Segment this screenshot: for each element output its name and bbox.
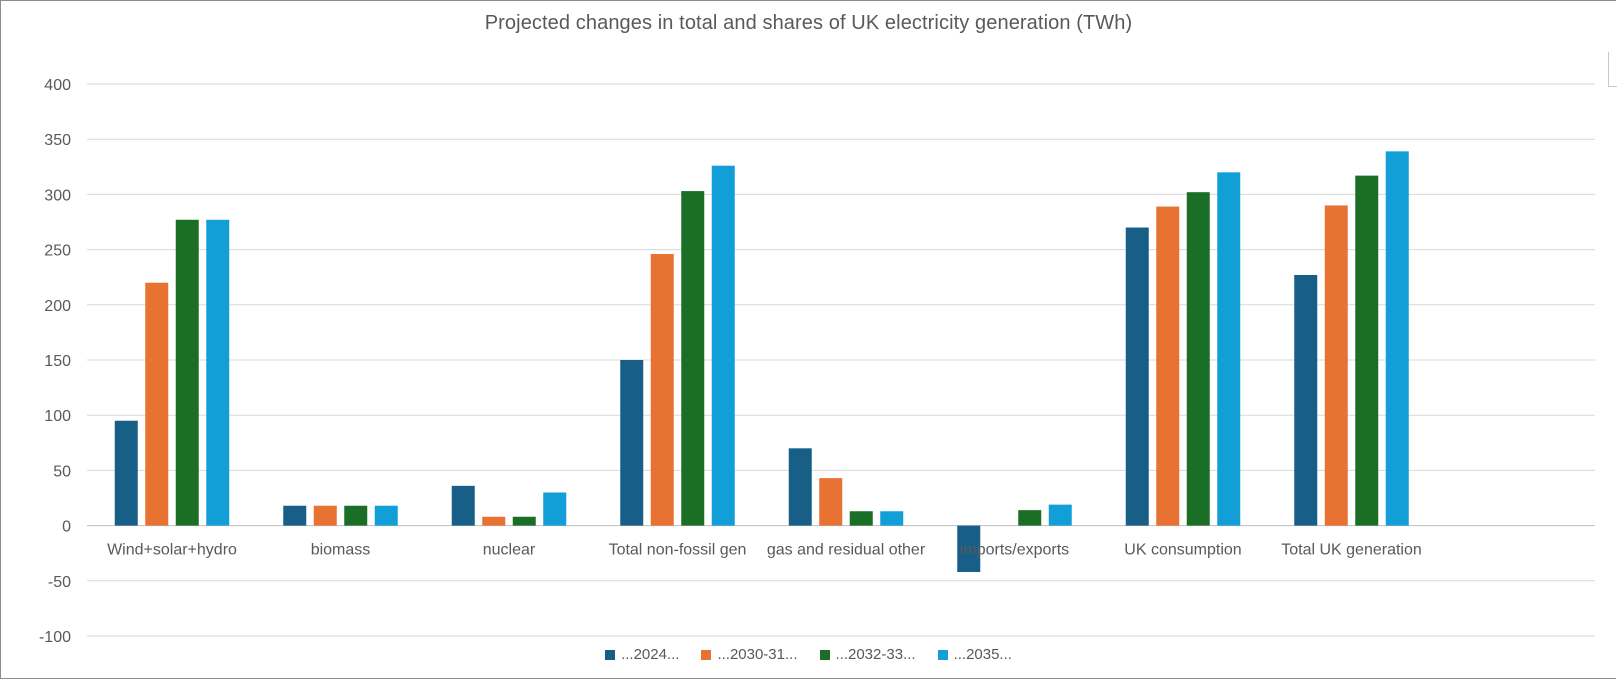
bar-2 (145, 282, 169, 526)
y-tick-label: 0 (62, 519, 71, 536)
x-category-label: Total non-fossil gen (609, 542, 747, 559)
y-tick-label: -50 (48, 574, 71, 591)
y-tick-label: 100 (44, 408, 71, 425)
bar-1 (957, 525, 981, 572)
y-tick-label: 50 (53, 463, 71, 480)
bar-2 (482, 516, 506, 526)
y-tick-label: 400 (44, 77, 71, 94)
bar-3 (1355, 175, 1379, 526)
bar-1 (1294, 274, 1318, 526)
bar-3 (512, 516, 536, 526)
bar-1 (1125, 227, 1149, 526)
y-tick-label: -100 (39, 629, 71, 646)
x-category-label: Total UK generation (1281, 542, 1422, 559)
bar-2 (650, 254, 674, 526)
bar-3 (849, 511, 873, 526)
x-category-label: biomass (311, 542, 371, 559)
bar-4 (880, 511, 904, 526)
bar-3 (681, 191, 705, 526)
legend-item: ...2032-33... (819, 646, 916, 663)
y-tick-label: 150 (44, 353, 71, 370)
legend-item: ...2030-31... (701, 646, 798, 663)
x-category-label: gas and residual other (767, 542, 926, 559)
legend-label: ...2035... (953, 646, 1012, 663)
y-tick-label: 350 (44, 132, 71, 149)
bar-4 (206, 219, 230, 526)
bar-3 (1186, 192, 1210, 526)
y-tick-label: 250 (44, 243, 71, 260)
legend-swatch (605, 649, 616, 660)
legend-item: ...2035... (937, 646, 1012, 663)
bar-1 (283, 505, 307, 526)
bar-4 (1385, 151, 1409, 526)
bar-3 (344, 505, 368, 526)
bar-1 (620, 360, 644, 526)
bar-3 (1018, 510, 1042, 526)
bar-3 (175, 219, 199, 526)
chart-legend: ...2024... ...2030-31... ...2032-33... ...2… (0, 646, 1617, 663)
bar-2 (1156, 206, 1180, 526)
bar-4 (543, 492, 567, 526)
legend-swatch (819, 649, 830, 660)
legend-item: ...2024... (605, 646, 679, 663)
bar-1 (114, 420, 138, 526)
bar-4 (711, 165, 735, 526)
legend-swatch (937, 649, 948, 660)
legend-label: ...2030-31... (717, 646, 798, 663)
bar-4 (1217, 172, 1241, 526)
bar-1 (451, 485, 475, 526)
bar-4 (1048, 504, 1072, 526)
legend-swatch (701, 649, 712, 660)
bar-2 (819, 478, 843, 526)
bar-2 (1324, 205, 1348, 526)
legend-label: ...2032-33... (835, 646, 916, 663)
bar-2 (313, 505, 337, 526)
bar-1 (788, 448, 812, 526)
resize-handle[interactable] (1608, 52, 1617, 87)
x-category-label: UK consumption (1124, 542, 1241, 559)
y-tick-label: 300 (44, 187, 71, 204)
bar-4 (374, 505, 398, 526)
x-category-label: imports/exports (960, 542, 1069, 559)
x-category-label: Wind+solar+hydro (107, 542, 237, 559)
chart-title: Projected changes in total and shares of… (484, 12, 1133, 34)
x-category-label: nuclear (483, 542, 536, 559)
legend-label: ...2024... (621, 646, 680, 663)
y-tick-label: 200 (44, 298, 71, 315)
